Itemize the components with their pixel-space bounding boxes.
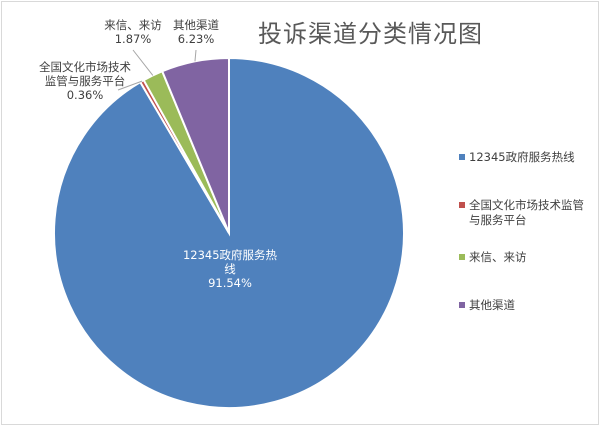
chart-title: 投诉渠道分类情况图 (258, 20, 483, 48)
leader-line (132, 49, 154, 76)
legend-item-hotline: 12345政府服务热线 (459, 150, 575, 165)
data-label-line: 监管与服务平台 (44, 74, 126, 88)
data-label-value: 91.54% (208, 276, 252, 290)
legend-swatch (459, 253, 465, 260)
legend-label: 全国文化市场技术监管 (469, 198, 584, 212)
data-label-platform: 全国文化市场技术 监管与服务平台 0.36% (30, 60, 140, 102)
legend-item-other: 其他渠道 (459, 298, 515, 313)
data-label-value: 0.36% (66, 88, 104, 102)
data-label-line: 线 (224, 262, 236, 276)
legend-swatch (459, 153, 465, 160)
legend-swatch (459, 201, 465, 208)
legend-item-platform: 全国文化市场技术监管 与服务平台 (459, 198, 584, 228)
pie-slice (160, 56, 230, 234)
data-label-line: 其他渠道 (173, 18, 219, 32)
data-label-other: 其他渠道 6.23% (166, 18, 226, 46)
data-label-line: 来信、来访 (104, 18, 162, 32)
legend-label: 12345政府服务热线 (469, 150, 575, 164)
legend-label: 其他渠道 (469, 298, 515, 312)
data-label-line: 全国文化市场技术 (39, 60, 131, 74)
legend-swatch (459, 301, 465, 308)
data-label-value: 6.23% (177, 32, 215, 46)
data-label-value: 1.87% (114, 32, 152, 46)
leader-line (117, 80, 143, 91)
data-label-hotline: 12345政府服务热 线 91.54% (150, 248, 310, 290)
leader-line (194, 49, 197, 62)
legend-label: 来信、来访 (469, 250, 527, 264)
data-label-line: 12345政府服务热 (182, 248, 278, 262)
data-label-letters: 来信、来访 1.87% (98, 18, 168, 46)
legend-label: 与服务平台 (469, 213, 527, 227)
legend-item-letters: 来信、来访 (459, 250, 527, 265)
